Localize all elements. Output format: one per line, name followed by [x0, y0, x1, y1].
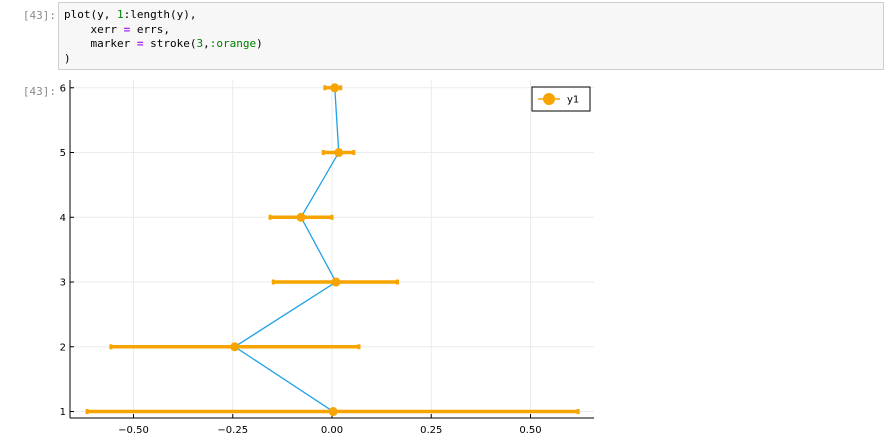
y-tick-label: 6: [60, 83, 66, 94]
data-point: [334, 148, 344, 158]
x-tick-label: 0.25: [420, 425, 442, 436]
legend-label: y1: [567, 95, 579, 106]
data-point: [331, 277, 341, 287]
code-line-2: xerr = errs,: [64, 22, 170, 36]
code-line-3: marker = stroke(3,:orange): [64, 37, 263, 50]
data-point: [328, 407, 338, 417]
y-tick-label: 5: [60, 148, 66, 159]
x-tick-label: −0.25: [217, 425, 248, 436]
x-tick-label: 0.50: [519, 425, 541, 436]
data-point: [230, 342, 240, 352]
output-prompt: [43]:: [22, 85, 56, 98]
x-tick-label: −0.50: [118, 425, 149, 436]
code-editor[interactable]: plot(y, 1:length(y), xerr = errs, marker…: [64, 8, 263, 66]
y-tick-label: 2: [60, 342, 66, 353]
legend-marker: [543, 93, 555, 105]
y-tick-label: 4: [60, 213, 66, 224]
data-point: [296, 212, 306, 222]
x-tick-label: 0.00: [321, 425, 343, 436]
legend-box: [531, 86, 591, 112]
chart-svg: −0.50 −0.25 0.00 0.25 0.50 1 2 3 4 5 6 y1: [60, 80, 594, 436]
code-line-4: ): [64, 51, 71, 65]
code-cell-input[interactable]: plot(y, 1:length(y), xerr = errs, marker…: [58, 2, 884, 70]
y-tick-label: 3: [60, 278, 66, 289]
input-prompt: [43]:: [22, 9, 56, 22]
plot-output: −0.50 −0.25 0.00 0.25 0.50 1 2 3 4 5 6 y1: [58, 74, 618, 442]
y-tick-label: 1: [60, 407, 66, 418]
code-line-1: plot(y, 1:length(y),: [64, 8, 197, 21]
series-line: [233, 87, 340, 413]
data-point: [330, 83, 340, 93]
